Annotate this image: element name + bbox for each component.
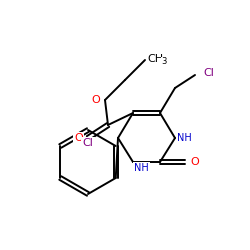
Text: CH: CH (147, 54, 163, 64)
Text: Cl: Cl (203, 68, 214, 78)
Text: O: O (91, 95, 100, 105)
Text: Cl: Cl (82, 138, 94, 148)
Text: 3: 3 (161, 58, 166, 66)
Text: O: O (190, 157, 199, 167)
Text: O: O (74, 133, 83, 143)
Text: NH: NH (177, 133, 192, 143)
Text: NH: NH (134, 163, 149, 173)
